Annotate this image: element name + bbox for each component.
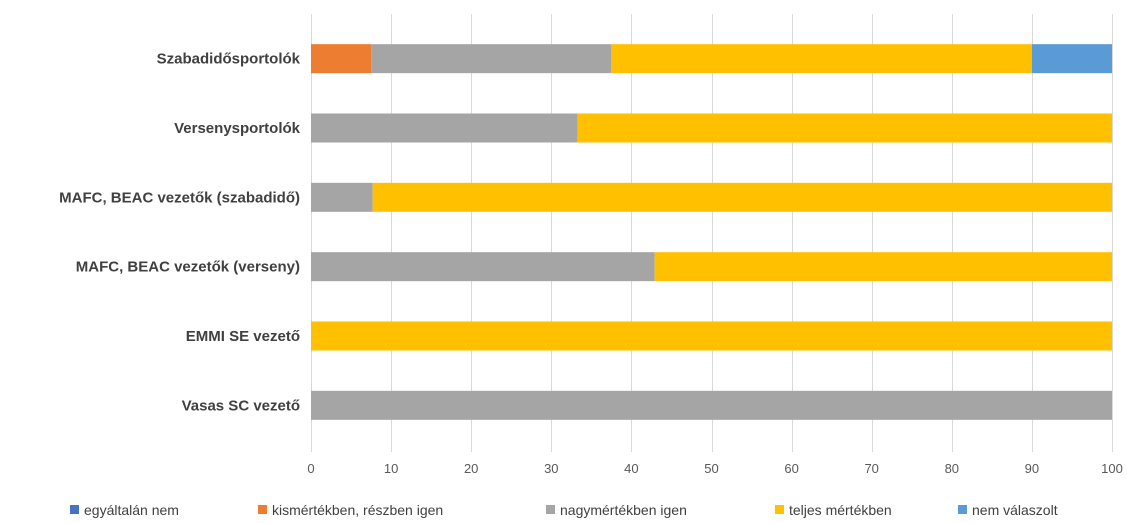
bar-segment (1031, 44, 1112, 74)
bar-segment (654, 252, 1112, 282)
legend-item: nagymértékben igen (546, 502, 687, 518)
bar-segment (311, 252, 655, 282)
x-tick-label: 0 (307, 461, 314, 476)
legend-swatch (70, 505, 79, 514)
x-tick-label: 60 (784, 461, 798, 476)
legend-swatch (958, 505, 967, 514)
bar-segment (311, 182, 373, 212)
legend-label: nem válaszolt (972, 502, 1058, 518)
legend-swatch (546, 505, 555, 514)
gridlines (311, 14, 1113, 452)
bars (311, 44, 1112, 420)
bar-segment (577, 113, 1112, 143)
x-tick-labels: 0 10 20 30 40 50 60 70 80 90 100 (307, 461, 1122, 476)
category-label: MAFC, BEAC vezetők (szabadidő) (59, 189, 300, 206)
category-labels: Szabadidősportolók Versenysportolók MAFC, … (59, 51, 301, 415)
legend-item: nem válaszolt (958, 502, 1058, 518)
bar-segment (311, 113, 578, 143)
category-label: Versenysportolók (174, 120, 301, 137)
legend-label: kismértékben, részben igen (272, 502, 443, 518)
x-tick-label: 80 (945, 461, 959, 476)
bar-segment (372, 182, 1112, 212)
x-tick-label: 100 (1101, 461, 1123, 476)
x-tick-label: 90 (1025, 461, 1039, 476)
legend-label: teljes mértékben (789, 502, 892, 518)
bar-segment (311, 321, 1112, 351)
legend-swatch (775, 505, 784, 514)
category-label: EMMI SE vezető (186, 328, 300, 345)
x-tick-label: 50 (704, 461, 718, 476)
category-label: MAFC, BEAC vezetők (verseny) (76, 259, 300, 276)
x-tick-label: 30 (544, 461, 558, 476)
legend-swatch (258, 505, 267, 514)
legend-item: teljes mértékben (775, 502, 892, 518)
x-tick-label: 70 (864, 461, 878, 476)
x-tick-label: 20 (464, 461, 478, 476)
x-tick-label: 40 (624, 461, 638, 476)
legend-item: egyáltalán nem (70, 502, 179, 518)
bar-segment (311, 390, 1112, 420)
bar-segment (371, 44, 612, 74)
legend-label: nagymértékben igen (560, 502, 687, 518)
bar-segment (611, 44, 1032, 74)
category-label: Vasas SC vezető (182, 397, 300, 414)
legend-item: kismértékben, részben igen (258, 502, 443, 518)
category-label: Szabadidősportolók (157, 51, 301, 68)
legend: egyáltalán nem kismértékben, részben igen… (70, 502, 1058, 518)
legend-label: egyáltalán nem (84, 502, 179, 518)
x-tick-label: 10 (384, 461, 398, 476)
bar-segment (311, 44, 372, 74)
